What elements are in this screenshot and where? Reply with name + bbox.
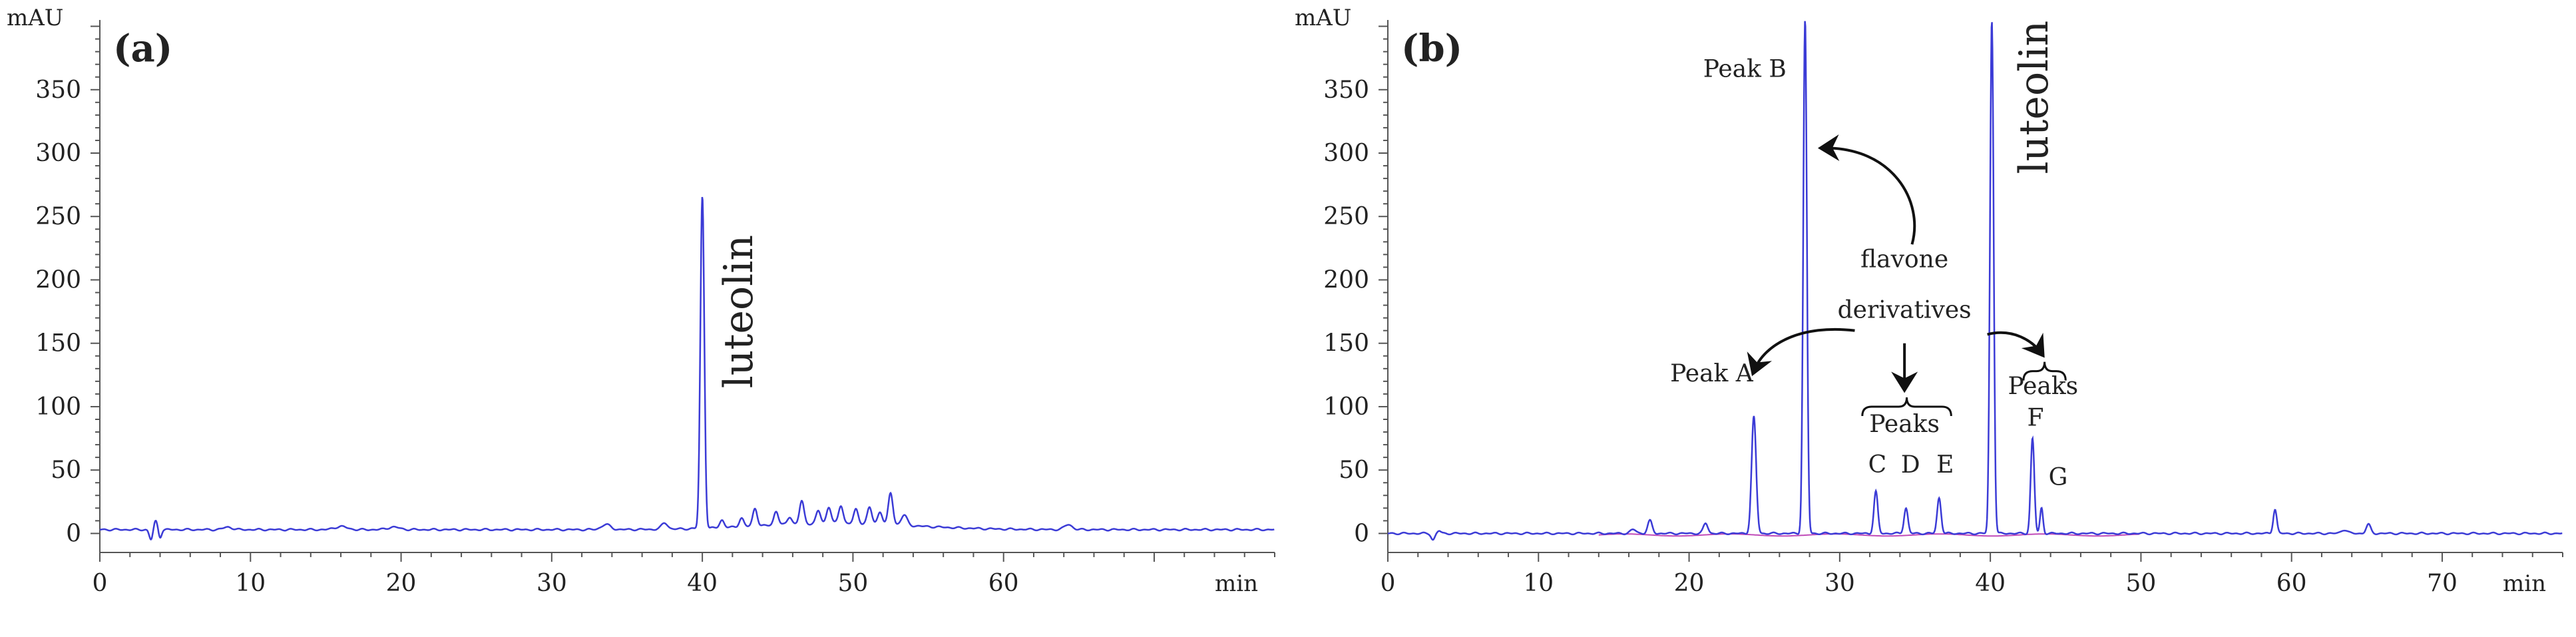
y-tick-label: 200 [1323, 266, 1369, 294]
x-tick-label: 50 [838, 570, 869, 597]
x-tick-label: 0 [1381, 570, 1396, 597]
x-tick-label: 10 [235, 570, 266, 597]
x-tick-label: 30 [537, 570, 567, 597]
x-axis-unit-label: min [2503, 570, 2546, 597]
annotation-label: Peak B [1703, 56, 1787, 83]
chromatogram-trace [1388, 21, 2563, 541]
x-axis-unit-label: min [1215, 570, 1258, 597]
chromatogram-b-svg: 0 10 20 30 40 50 60 70 0 50 100 150 200 250 300 350 mAU m… [1295, 5, 2563, 597]
annotation-label: C [1868, 451, 1887, 479]
annotation-label: flavone [1860, 246, 1948, 273]
x-tick-label: 60 [988, 570, 1019, 597]
y-tick-label: 150 [1323, 330, 1369, 357]
y-tick-label: 100 [1323, 393, 1369, 421]
chromatogram-panel-b: 0 10 20 30 40 50 60 70 0 50 100 150 200 250 300 350 mAU m… [1288, 0, 2576, 637]
annotation-label: F [2028, 405, 2044, 432]
y-tick-label: 300 [1323, 140, 1369, 167]
x-tick-label: 70 [2427, 570, 2458, 597]
peak-label-luteolin: luteolin [716, 235, 762, 389]
annotation-label: D [1901, 451, 1920, 479]
x-tick-label: 20 [1674, 570, 1705, 597]
arrow-to-peaks-fg [1987, 331, 2045, 358]
annotation-label: G [2049, 464, 2068, 491]
annotation-label: derivatives [1838, 297, 1972, 324]
peak-label-luteolin: luteolin [2011, 21, 2057, 174]
y-tick-label: 350 [35, 77, 81, 104]
y-tick-label: 100 [35, 393, 81, 421]
panel-label: (b) [1401, 27, 1462, 71]
y-tick-label: 250 [35, 203, 81, 230]
chromatogram-a-svg: 0 10 20 30 40 50 60 0 50 100 150 200 250 300 350 mAU min… [7, 5, 1275, 597]
y-axis-unit-label: mAU [1295, 5, 1351, 31]
arrow-to-peak-b [1817, 134, 1916, 245]
brace-peaks-fg [2022, 361, 2067, 381]
chromatogram-panel-a: 0 10 20 30 40 50 60 0 50 100 150 200 250 300 350 mAU min… [7, 5, 1275, 597]
y-tick-label: 0 [1354, 520, 1369, 547]
annotation-label: E [1936, 451, 1954, 479]
x-tick-label: 40 [687, 570, 718, 597]
y-tick-label: 50 [1339, 457, 1369, 484]
y-axis-unit-label: mAU [7, 5, 63, 31]
x-tick-label: 10 [1523, 570, 1554, 597]
panel-label: (a) [113, 27, 172, 71]
y-tick-label: 0 [66, 520, 81, 547]
y-tick-label: 50 [51, 457, 81, 484]
y-tick-label: 350 [1323, 77, 1369, 104]
arrow-to-peak-a [1747, 327, 1855, 377]
y-tick-label: 200 [35, 266, 81, 294]
x-tick-label: 40 [1975, 570, 2006, 597]
y-tick-label: 250 [1323, 203, 1369, 230]
x-tick-label: 60 [2276, 570, 2307, 597]
y-tick-label: 150 [35, 330, 81, 357]
annotation-label: Peak A [1670, 360, 1754, 387]
x-tick-label: 50 [2126, 570, 2157, 597]
x-tick-label: 30 [1825, 570, 1855, 597]
x-tick-label: 20 [386, 570, 417, 597]
annotation-label: Peaks [2008, 373, 2078, 400]
chromatogram-trace [100, 196, 1275, 541]
annotation-label: Peaks [1869, 411, 1940, 438]
x-tick-label: 0 [93, 570, 108, 597]
y-tick-label: 300 [35, 140, 81, 167]
